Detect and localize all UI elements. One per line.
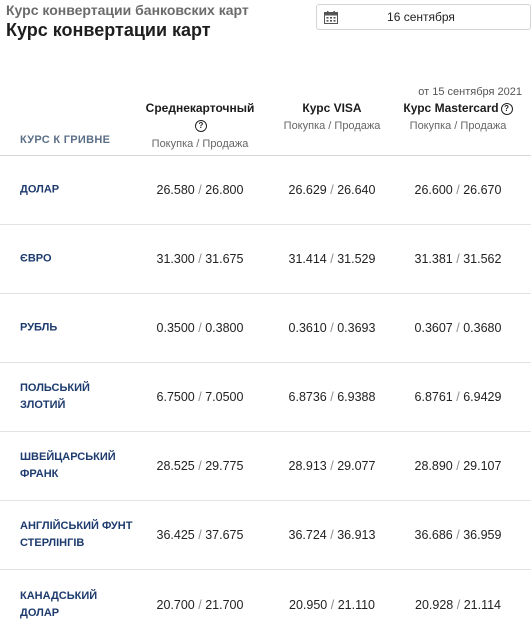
date-value: 16 сентября [387,10,455,24]
rate-visa: 36.724 / 36.913 [288,528,376,542]
currency-name: ПОЛЬСЬКИЙ ЗЛОТИЙ [20,382,90,411]
rate-mastercard: 28.890 / 29.107 [414,459,502,473]
table-row: ДОЛАР 26.580 / 26.800 26.629 / 26.640 26… [0,156,531,225]
rate-average: 0.3500 / 0.3800 [156,321,244,335]
table-row: КАНАДСЬКИЙ ДОЛАР 20.700 / 21.700 20.950 … [0,570,531,639]
column-subtitle: Покупка / Продажа [151,138,249,150]
breadcrumb-title: Курс конвертации банковских карт [6,2,249,18]
rate-visa: 26.629 / 26.640 [288,183,376,197]
column-header-mastercard: Курс Mastercard? Покупка / Продажа [393,101,523,132]
help-icon[interactable]: ? [195,120,207,132]
currency-name: ДОЛАР [20,183,60,196]
table-row: ЄВРО 31.300 / 31.675 31.414 / 31.529 31.… [0,225,531,294]
rate-mastercard: 36.686 / 36.959 [414,528,502,542]
rate-average: 36.425 / 37.675 [156,528,244,542]
table-row: РУБЛЬ 0.3500 / 0.3800 0.3610 / 0.3693 0.… [0,294,531,363]
rate-average: 6.7500 / 7.0500 [156,390,244,404]
rate-mastercard: 6.8761 / 6.9429 [414,390,502,404]
column-name: Курс Mastercard? [393,101,523,116]
currency-name: ЄВРО [20,252,52,265]
page-title: Курс конвертации карт [6,20,211,40]
column-name: Среднекарточный [145,101,255,115]
column-name: Курс VISA [302,101,362,115]
table-row: ПОЛЬСЬКИЙ ЗЛОТИЙ 6.7500 / 7.0500 6.8736 … [0,363,531,432]
rate-mastercard: 31.381 / 31.562 [414,252,502,266]
help-icon[interactable]: ? [500,103,513,115]
table-row: АНГЛІЙСЬКИЙ ФУНТ СТЕРЛІНГІВ 36.425 / 37.… [0,501,531,570]
header-divider [0,155,531,156]
rate-visa: 31.414 / 31.529 [288,252,376,266]
date-picker[interactable]: 16 сентября [316,4,531,30]
column-header-average: Среднекарточный ? Покупка / Продажа [135,101,265,150]
updated-note: от 15 сентября 2021 [418,86,522,98]
rate-visa: 20.950 / 21.110 [289,597,375,612]
rate-average: 20.700 / 21.700 [156,597,244,612]
column-subtitle: Покупка / Продажа [409,120,507,132]
rate-mastercard: 0.3607 / 0.3680 [414,321,502,335]
rate-average: 26.580 / 26.800 [156,183,244,197]
table-row: ШВЕЙЦАРСЬКИЙ ФРАНК 28.525 / 29.775 28.91… [0,432,531,501]
rate-mastercard: 20.928 / 21.114 [415,597,501,612]
rate-visa: 6.8736 / 6.9388 [288,390,376,404]
column-header-visa: Курс VISA Покупка / Продажа [267,101,397,132]
rate-visa: 28.913 / 29.077 [288,459,376,473]
rate-visa: 0.3610 / 0.3693 [288,321,376,335]
currency-name: КАНАДСЬКИЙ ДОЛАР [20,589,98,619]
currency-name: АНГЛІЙСЬКИЙ ФУНТ СТЕРЛІНГІВ [20,520,133,549]
column-subtitle: Покупка / Продажа [283,120,381,132]
calendar-icon [324,10,338,24]
table-label: КУРС К ГРИВНЕ [20,134,111,146]
currency-name: РУБЛЬ [20,321,58,334]
rate-mastercard: 26.600 / 26.670 [414,183,502,197]
rate-average: 28.525 / 29.775 [156,459,244,473]
currency-name: ШВЕЙЦАРСЬКИЙ ФРАНК [20,451,116,480]
rate-average: 31.300 / 31.675 [156,252,244,266]
